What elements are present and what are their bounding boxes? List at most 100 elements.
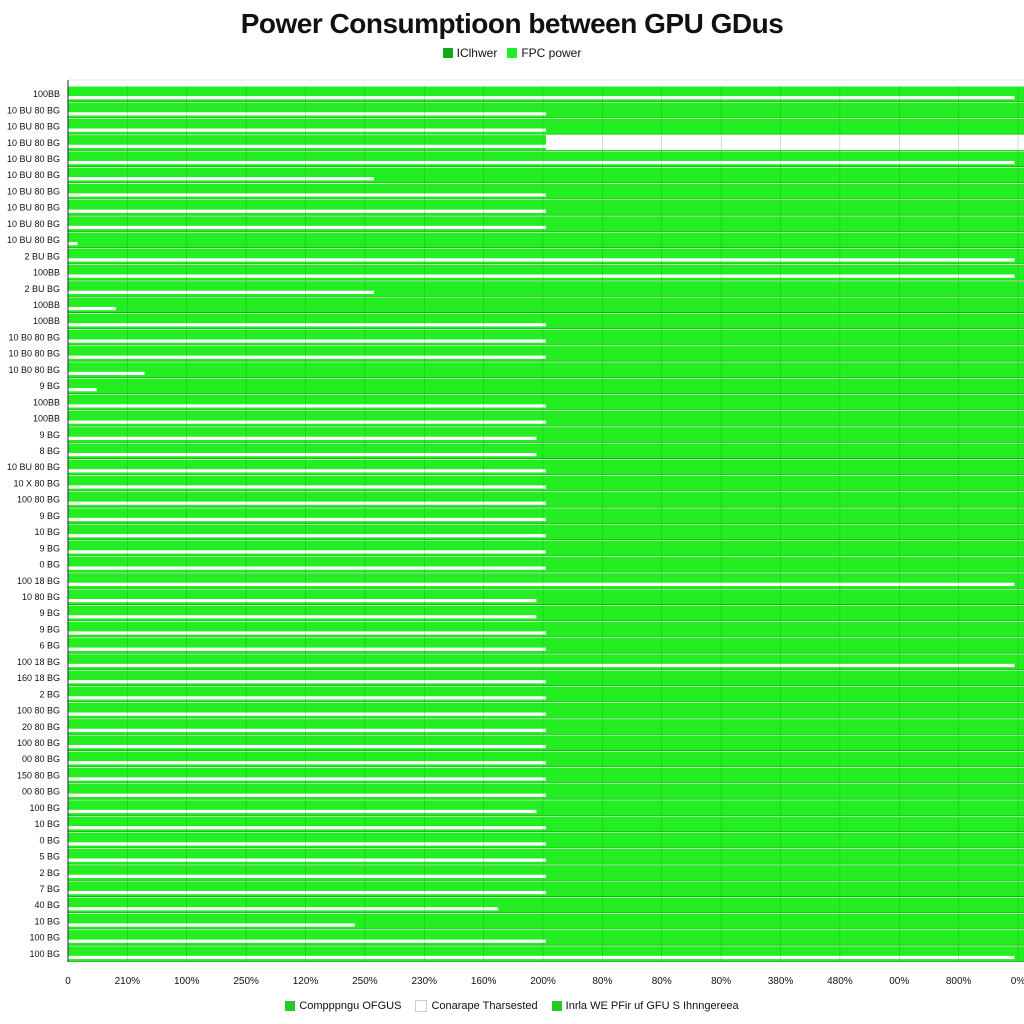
plot-background bbox=[68, 86, 1024, 962]
bar-outer bbox=[68, 621, 1024, 638]
bar-outer bbox=[68, 784, 1024, 800]
y-tick-label: 100BB bbox=[33, 89, 60, 99]
bar-inner bbox=[68, 809, 537, 814]
bar-inner bbox=[68, 907, 499, 911]
bar-inner bbox=[68, 436, 537, 440]
y-tick-label: 40 BG bbox=[34, 900, 60, 910]
y-tick-label: 10 BU 80 BG bbox=[7, 170, 60, 180]
bar-inner bbox=[68, 631, 546, 635]
bar-chart: 100BB 10 BU 80 BG 10 BU 80 BG 10 BU 80 BG 10… bbox=[7, 79, 1024, 987]
legend-bottom-item-3: Inrla WE PFir uf GFU S Ihnngereea bbox=[551, 1000, 739, 1012]
y-tick-label: 160 18 BG bbox=[17, 673, 60, 683]
y-tick-label: 100 80 BG bbox=[17, 706, 60, 716]
y-tick-label: 9 BG bbox=[39, 381, 60, 391]
bar-outer bbox=[68, 767, 1024, 784]
bar-outer bbox=[68, 329, 1024, 346]
bar-outer bbox=[68, 167, 1024, 183]
bar-outer bbox=[68, 848, 1024, 865]
bar-inner bbox=[68, 874, 546, 878]
bar-outer bbox=[68, 865, 1024, 881]
legend-label-2: FPC power bbox=[521, 46, 582, 60]
bar-outer bbox=[68, 248, 1024, 264]
y-tick-label: 0 BG bbox=[39, 560, 60, 570]
bar-inner bbox=[68, 469, 546, 473]
bar-outer bbox=[68, 264, 1024, 281]
y-tick-label: 100 BG bbox=[29, 803, 60, 813]
bar-inner bbox=[68, 452, 537, 457]
bar-outer bbox=[68, 394, 1024, 410]
x-tick-label: 100% bbox=[174, 976, 200, 987]
x-tick-label: 230% bbox=[411, 976, 437, 987]
y-tick-label: 100BB bbox=[33, 300, 60, 310]
bar-outer bbox=[68, 654, 1024, 670]
legend-bottom-swatch-1 bbox=[285, 1001, 296, 1011]
bar-outer bbox=[68, 378, 1024, 394]
bar-inner bbox=[68, 388, 97, 392]
y-tick-label: 10 BU 80 BG bbox=[7, 122, 60, 132]
bar-inner bbox=[68, 761, 546, 765]
y-tick-label: 10 BU 80 BG bbox=[7, 138, 60, 148]
bar-inner bbox=[68, 501, 546, 505]
x-tick-label: 380% bbox=[768, 976, 794, 987]
y-tick-label: 10 BU 80 BG bbox=[7, 186, 60, 196]
y-tick-label: 2 BU BG bbox=[24, 251, 60, 261]
bar-inner bbox=[68, 371, 145, 376]
y-tick-label: 100BB bbox=[33, 397, 60, 407]
y-tick-label: 20 80 BG bbox=[22, 722, 60, 732]
bar-outer bbox=[68, 702, 1024, 719]
y-tick-label: 10 BG bbox=[34, 916, 60, 926]
bar-inner bbox=[68, 696, 546, 700]
y-tick-label: 6 BG bbox=[39, 641, 60, 651]
y-tick-label: 10 BG bbox=[34, 527, 60, 537]
bar-inner bbox=[68, 225, 546, 230]
legend-bottom-label-1: Compppngu OFGUS bbox=[299, 1000, 402, 1012]
bar-inner bbox=[68, 323, 546, 327]
y-tick-label: 2 BG bbox=[39, 868, 60, 878]
x-tick-label: 120% bbox=[293, 976, 319, 987]
bar-inner bbox=[68, 306, 116, 311]
legend-top: IClhwer FPC power bbox=[0, 46, 1024, 60]
bar-inner bbox=[68, 258, 1015, 262]
bar-outer bbox=[68, 183, 1024, 200]
bar-outer bbox=[68, 881, 1024, 897]
y-tick-label: 2 BU BG bbox=[24, 284, 60, 294]
y-tick-label: 10 BU 80 BG bbox=[7, 462, 60, 472]
bar-outer bbox=[68, 410, 1024, 427]
legend-bottom-label-3: Inrla WE PFir uf GFU S Ihnngereea bbox=[565, 1000, 739, 1012]
y-tick-label: 10 BU 80 BG bbox=[7, 219, 60, 229]
y-tick-label: 100BB bbox=[33, 316, 60, 326]
bar-outer bbox=[68, 930, 1024, 946]
bar-outer bbox=[68, 346, 1024, 362]
bar-outer bbox=[68, 459, 1024, 475]
bar-inner bbox=[68, 128, 546, 132]
legend-bottom-item-2: Conarape Tharsested bbox=[415, 1000, 538, 1012]
chart-area: 100BB 10 BU 80 BG 10 BU 80 BG 10 BU 80 BG 10… bbox=[7, 79, 1024, 987]
x-tick-label: 250% bbox=[352, 976, 378, 987]
y-tick-label: 100 BG bbox=[29, 949, 60, 959]
bar-outer bbox=[68, 832, 1024, 848]
y-tick-label: 10 BU 80 BG bbox=[7, 203, 60, 213]
bar-inner bbox=[68, 663, 1015, 668]
bar-inner bbox=[68, 793, 546, 797]
bar-inner bbox=[68, 177, 374, 181]
bar-outer bbox=[68, 508, 1024, 524]
x-tick-label: 0% bbox=[1011, 976, 1024, 987]
y-tick-label: 00 80 BG bbox=[22, 754, 60, 764]
y-tick-label: 10 BU 80 BG bbox=[7, 154, 60, 164]
y-tick-label: 10 BG bbox=[34, 819, 60, 829]
y-tick-label: 9 BG bbox=[39, 624, 60, 634]
bar-inner bbox=[68, 112, 546, 116]
y-tick-label: 100 18 BG bbox=[17, 657, 60, 667]
bar-inner bbox=[68, 712, 546, 716]
bar-inner bbox=[68, 160, 1015, 165]
legend-bottom-label-2: Conarape Tharsested bbox=[431, 1000, 538, 1012]
x-tick-label: 250% bbox=[233, 976, 259, 987]
bar-outer bbox=[68, 556, 1024, 573]
legend-bottom: Compppngu OFGUS Conarape Tharsested Inrl… bbox=[0, 1000, 1024, 1012]
y-tick-label: 100 80 BG bbox=[17, 495, 60, 505]
bar-inner bbox=[68, 728, 546, 732]
bar-inner bbox=[68, 485, 546, 489]
bar-outer bbox=[68, 670, 1024, 686]
bar-inner bbox=[68, 242, 78, 246]
legend-item-2: FPC power bbox=[507, 46, 581, 60]
